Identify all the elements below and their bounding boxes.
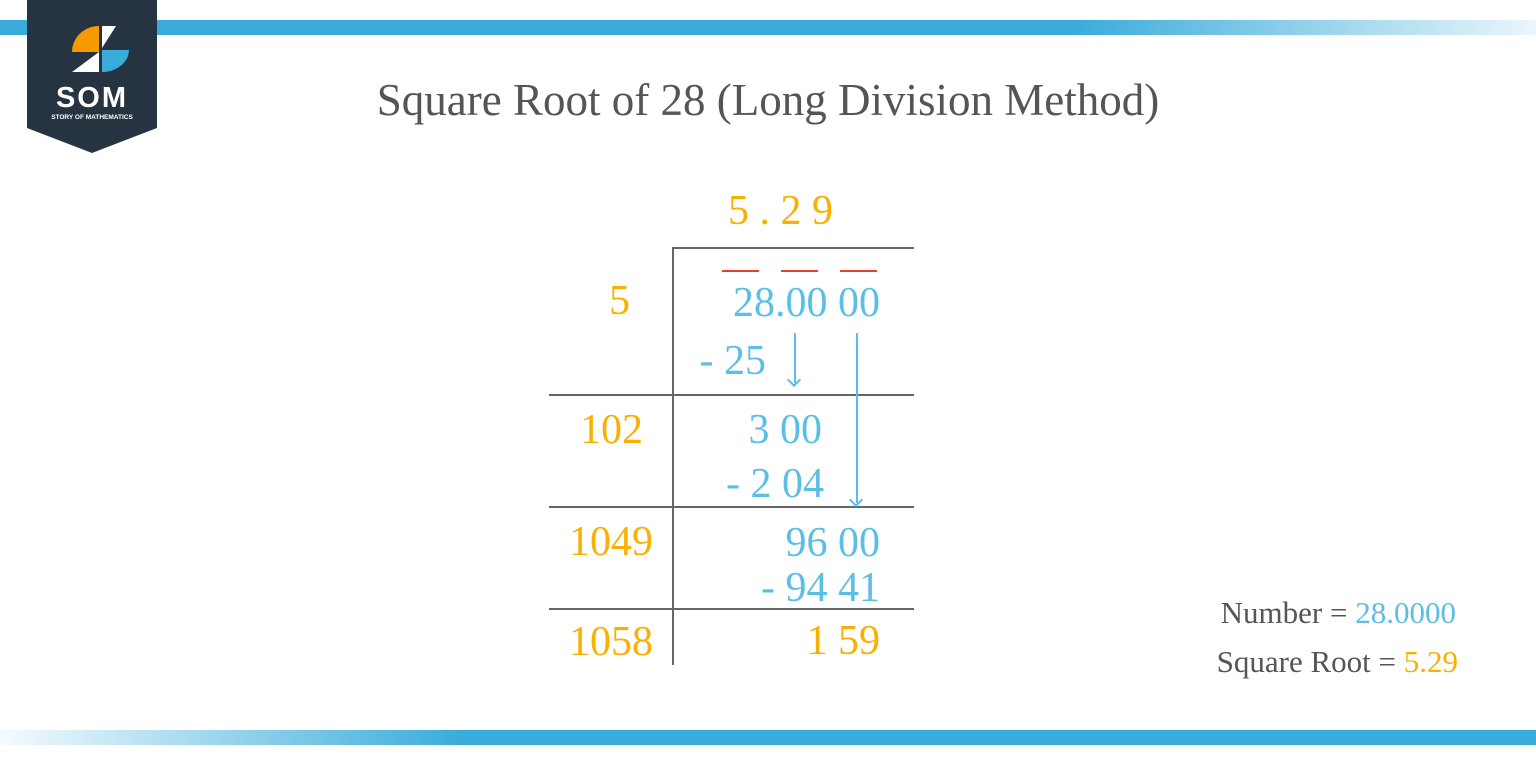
logo-subtitle: STORY OF MATHEMATICS bbox=[51, 114, 133, 121]
bring-down-arrow-2 bbox=[856, 333, 858, 503]
pair-mark-2 bbox=[781, 270, 818, 272]
division-top-line bbox=[672, 247, 914, 249]
bottom-banner-bar bbox=[0, 730, 1536, 745]
quotient: 5 . 2 9 bbox=[728, 188, 833, 234]
divider-line-3 bbox=[549, 608, 914, 610]
number-value: 28.0000 bbox=[1355, 595, 1456, 630]
remainder-1: 3 00 bbox=[748, 407, 823, 453]
number-label: Number = bbox=[1220, 595, 1356, 630]
root-value: 5.29 bbox=[1403, 644, 1458, 679]
final-remainder: 1 59 bbox=[806, 618, 881, 664]
divider-line-1 bbox=[549, 394, 914, 396]
top-banner-bar bbox=[0, 20, 1536, 35]
pair-mark-3 bbox=[840, 270, 877, 272]
divisor-1: 5 bbox=[609, 278, 630, 324]
subtract-3: - 94 41 bbox=[761, 565, 880, 611]
divider-line-2 bbox=[549, 506, 914, 508]
division-vertical-line bbox=[672, 247, 674, 665]
pair-mark-1 bbox=[722, 270, 759, 272]
bring-down-arrow-1 bbox=[794, 333, 796, 383]
page-title: Square Root of 28 (Long Division Method) bbox=[376, 75, 1160, 125]
divisor-3: 1049 bbox=[569, 519, 653, 565]
subtract-1: - 25 bbox=[699, 338, 767, 384]
divisor-4: 1058 bbox=[569, 619, 653, 665]
som-logo: SOM STORY OF MATHEMATICS bbox=[27, 0, 157, 153]
summary-number: Number = 28.0000 bbox=[1100, 597, 1456, 628]
divisor-2: 102 bbox=[580, 407, 643, 453]
logo-text: SOM bbox=[56, 82, 128, 114]
summary-root: Square Root = 5.29 bbox=[1100, 646, 1458, 677]
root-label: Square Root = bbox=[1216, 644, 1404, 679]
subtract-2: - 2 04 bbox=[726, 461, 824, 507]
dividend: 28.00 00 bbox=[733, 280, 880, 326]
remainder-2: 96 00 bbox=[785, 520, 881, 566]
